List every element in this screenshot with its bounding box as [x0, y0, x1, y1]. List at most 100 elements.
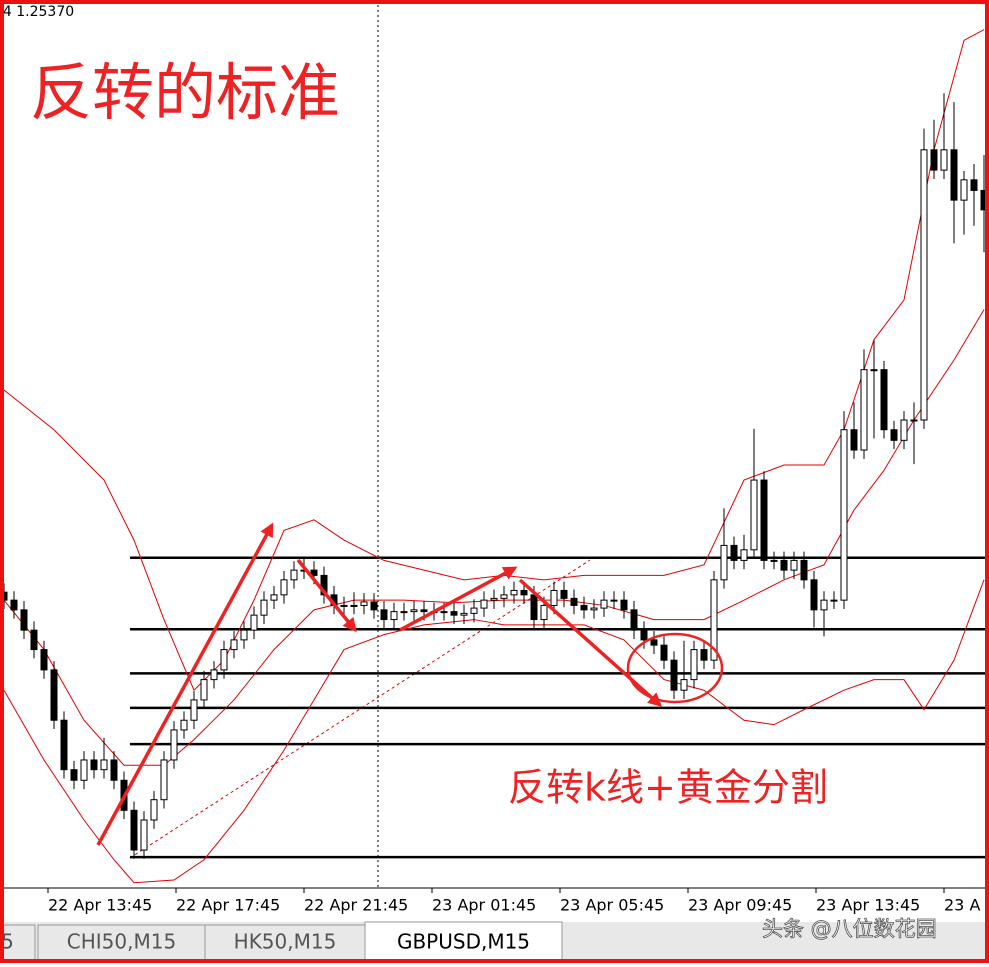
candle-body — [10, 599, 18, 611]
candle-body — [710, 579, 718, 661]
candle-body — [630, 609, 638, 631]
candle-body — [600, 599, 608, 609]
candle-body — [530, 594, 538, 621]
candle-body — [650, 639, 658, 646]
candle-body — [80, 759, 88, 781]
candle-body — [390, 611, 398, 621]
candle-body — [590, 607, 598, 611]
candle-body — [740, 549, 748, 561]
candle-body — [720, 544, 728, 581]
x-tick-label: 22 Apr 13:45 — [48, 896, 152, 915]
candle-body — [890, 429, 898, 441]
x-tick-label: 23 Apr 09:45 — [688, 896, 792, 915]
candle-body — [940, 149, 948, 171]
candle-body — [730, 544, 738, 561]
arrow — [399, 566, 518, 632]
x-tick-label: 22 Apr 17:45 — [176, 896, 280, 915]
candle-body — [800, 559, 808, 581]
candle-body — [350, 604, 358, 607]
candle-body — [270, 594, 278, 601]
candle-body — [220, 649, 228, 671]
candle-body — [750, 479, 758, 551]
candle-body — [240, 629, 248, 641]
x-tick-label: 23 A — [944, 896, 980, 915]
candle-body — [690, 649, 698, 681]
candle-body — [510, 589, 518, 596]
tab-label[interactable]: GBPUSD,M15 — [397, 930, 530, 954]
candle-body — [960, 179, 968, 201]
arrow — [518, 578, 663, 707]
chart-title: 反转的标准 — [30, 56, 340, 129]
candle-body — [370, 601, 378, 611]
tab-label[interactable]: CHI50,M15 — [67, 930, 176, 954]
candle-body — [30, 629, 38, 651]
tab-label[interactable]: HK50,M15 — [234, 930, 337, 954]
candle-body — [400, 611, 408, 614]
candle-body — [130, 809, 138, 851]
candle-body — [560, 589, 568, 599]
candle-body — [880, 369, 888, 431]
candle-body — [150, 799, 158, 821]
candle-body — [380, 609, 388, 621]
candle-body — [70, 769, 78, 781]
arrow — [96, 522, 274, 846]
candle-body — [620, 599, 628, 611]
candle-body — [170, 729, 178, 761]
candle-body — [40, 649, 48, 671]
candle-body — [20, 609, 28, 631]
candle-body — [700, 649, 708, 661]
candle-body — [520, 589, 528, 596]
candle-body — [840, 429, 848, 601]
candle-body — [870, 369, 878, 372]
candle-body — [290, 569, 298, 581]
candle-body — [140, 819, 148, 851]
candle-body — [360, 601, 368, 606]
candle-body — [190, 699, 198, 721]
candle-body — [970, 179, 978, 191]
x-tick-label: 23 Apr 13:45 — [816, 896, 920, 915]
candle-body — [910, 419, 918, 422]
candle-body — [200, 679, 208, 701]
candle-body — [460, 612, 468, 616]
candle-body — [540, 604, 548, 621]
candle-body — [180, 719, 188, 731]
candle-body — [230, 639, 238, 651]
candle-body — [260, 599, 268, 616]
candle-body — [920, 149, 928, 421]
x-tick-label: 23 Apr 05:45 — [560, 896, 664, 915]
candle-body — [480, 599, 488, 609]
candle-body — [210, 669, 218, 681]
candle-body — [570, 597, 578, 606]
candle-body — [580, 604, 588, 611]
candle-body — [660, 644, 668, 661]
candle-body — [310, 569, 318, 576]
candle-body — [500, 594, 508, 599]
arrow — [296, 558, 357, 633]
candle-body — [680, 679, 688, 691]
candle-body — [470, 607, 478, 614]
candle-body — [900, 419, 908, 441]
x-tick-label: 22 Apr 21:45 — [304, 896, 408, 915]
candle-body — [790, 559, 798, 571]
candle-body — [250, 614, 258, 631]
candle-body — [860, 369, 868, 451]
candle-body — [670, 659, 678, 691]
candle-body — [160, 759, 168, 801]
highlight-circle — [626, 632, 724, 704]
candle-body — [930, 149, 938, 171]
candle-body — [320, 574, 328, 596]
candle-body — [830, 599, 838, 602]
candle-body — [280, 579, 288, 596]
tab-label[interactable]: 5 — [1, 930, 14, 954]
x-tick-label: 23 Apr 01:45 — [432, 896, 536, 915]
candle-body — [640, 629, 648, 641]
candle-body — [760, 479, 768, 561]
annotation: 反转k线+黄金分割 — [508, 766, 828, 810]
candle-body — [50, 669, 58, 721]
tab[interactable] — [37, 924, 206, 964]
candle-body — [110, 759, 118, 781]
candle-body — [490, 597, 498, 601]
candle-body — [440, 611, 448, 614]
